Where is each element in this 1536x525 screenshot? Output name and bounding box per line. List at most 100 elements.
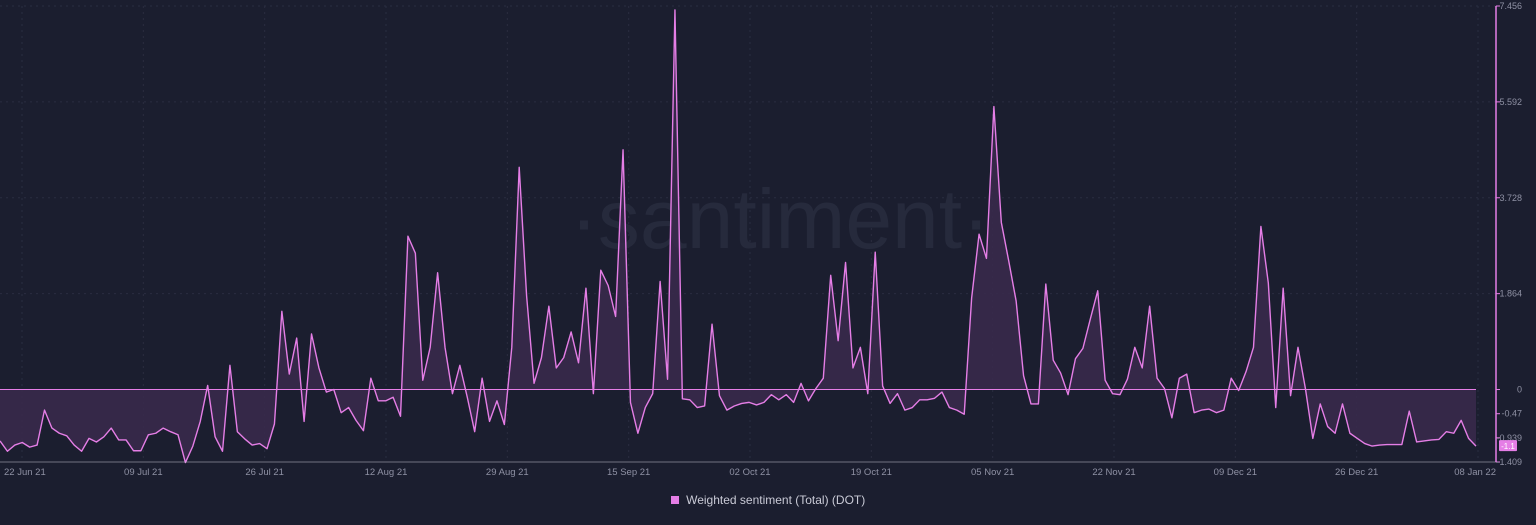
- data-point[interactable]: [1304, 387, 1307, 390]
- data-point[interactable]: [1000, 221, 1003, 224]
- data-point[interactable]: [977, 233, 980, 236]
- data-point[interactable]: [1422, 439, 1425, 442]
- data-point[interactable]: [1430, 438, 1433, 441]
- data-point[interactable]: [748, 401, 751, 404]
- data-point[interactable]: [1415, 440, 1418, 443]
- data-point[interactable]: [1022, 374, 1025, 377]
- data-point[interactable]: [87, 437, 90, 440]
- data-point[interactable]: [1378, 443, 1381, 446]
- data-point[interactable]: [607, 284, 610, 287]
- data-point[interactable]: [933, 397, 936, 400]
- data-point[interactable]: [888, 402, 891, 405]
- data-point[interactable]: [421, 379, 424, 382]
- data-point[interactable]: [21, 441, 24, 444]
- data-point[interactable]: [65, 434, 68, 437]
- data-point[interactable]: [740, 402, 743, 405]
- data-point[interactable]: [903, 408, 906, 411]
- data-point[interactable]: [488, 420, 491, 423]
- data-point[interactable]: [733, 404, 736, 407]
- data-point[interactable]: [1326, 425, 1329, 428]
- data-point[interactable]: [325, 390, 328, 393]
- data-point[interactable]: [1126, 378, 1129, 381]
- data-point[interactable]: [154, 432, 157, 435]
- data-point[interactable]: [221, 450, 224, 453]
- data-point[interactable]: [213, 435, 216, 438]
- data-point[interactable]: [710, 323, 713, 326]
- data-point[interactable]: [859, 346, 862, 349]
- data-point[interactable]: [80, 450, 83, 453]
- data-point[interactable]: [258, 442, 261, 445]
- data-point[interactable]: [926, 398, 929, 401]
- data-point[interactable]: [1096, 289, 1099, 292]
- data-point[interactable]: [1348, 432, 1351, 435]
- data-point[interactable]: [1452, 432, 1455, 435]
- data-point[interactable]: [265, 447, 268, 450]
- data-point[interactable]: [940, 390, 943, 393]
- data-point[interactable]: [1111, 392, 1114, 395]
- data-point[interactable]: [955, 408, 958, 411]
- data-point[interactable]: [814, 387, 817, 390]
- data-point[interactable]: [992, 105, 995, 108]
- data-point[interactable]: [124, 438, 127, 441]
- data-point[interactable]: [317, 366, 320, 369]
- data-point[interactable]: [822, 377, 825, 380]
- data-point[interactable]: [1289, 394, 1292, 397]
- data-point[interactable]: [310, 332, 313, 335]
- data-point[interactable]: [1007, 259, 1010, 262]
- legend[interactable]: Weighted sentiment (Total) (DOT): [0, 493, 1536, 507]
- data-point[interactable]: [384, 399, 387, 402]
- data-point[interactable]: [1037, 402, 1040, 405]
- data-point[interactable]: [1282, 287, 1285, 290]
- data-point[interactable]: [347, 406, 350, 409]
- data-point[interactable]: [132, 449, 135, 452]
- data-point[interactable]: [1237, 389, 1240, 392]
- data-point[interactable]: [874, 251, 877, 254]
- data-point[interactable]: [102, 435, 105, 438]
- data-point[interactable]: [532, 382, 535, 385]
- data-point[interactable]: [799, 382, 802, 385]
- data-point[interactable]: [162, 427, 165, 430]
- data-point[interactable]: [584, 287, 587, 290]
- data-point[interactable]: [792, 401, 795, 404]
- data-point[interactable]: [1059, 371, 1062, 374]
- data-point[interactable]: [1074, 357, 1077, 360]
- data-point[interactable]: [673, 8, 676, 11]
- data-point[interactable]: [280, 310, 283, 313]
- data-point[interactable]: [73, 443, 76, 446]
- data-point[interactable]: [807, 399, 810, 402]
- data-point[interactable]: [1319, 402, 1322, 405]
- data-point[interactable]: [43, 408, 46, 411]
- data-point[interactable]: [1170, 416, 1173, 419]
- data-point[interactable]: [666, 378, 669, 381]
- data-point[interactable]: [1104, 379, 1107, 382]
- data-point[interactable]: [414, 252, 417, 255]
- data-point[interactable]: [332, 388, 335, 391]
- data-point[interactable]: [1066, 393, 1069, 396]
- data-point[interactable]: [1400, 443, 1403, 446]
- data-point[interactable]: [95, 440, 98, 443]
- data-point[interactable]: [1029, 402, 1032, 405]
- data-point[interactable]: [354, 419, 357, 422]
- data-point[interactable]: [614, 315, 617, 318]
- data-point[interactable]: [139, 449, 142, 452]
- data-point[interactable]: [1474, 445, 1477, 448]
- data-point[interactable]: [1437, 438, 1440, 441]
- data-point[interactable]: [191, 445, 194, 448]
- data-point[interactable]: [844, 261, 847, 264]
- data-point[interactable]: [392, 396, 395, 399]
- data-point[interactable]: [473, 430, 476, 433]
- data-point[interactable]: [13, 443, 16, 446]
- data-point[interactable]: [184, 461, 187, 464]
- data-point[interactable]: [1015, 299, 1018, 302]
- data-point[interactable]: [725, 408, 728, 411]
- data-point[interactable]: [592, 392, 595, 395]
- data-point[interactable]: [429, 346, 432, 349]
- data-point[interactable]: [1118, 393, 1121, 396]
- data-point[interactable]: [777, 398, 780, 401]
- data-point[interactable]: [1393, 443, 1396, 446]
- data-point[interactable]: [295, 336, 298, 339]
- data-point[interactable]: [228, 364, 231, 367]
- data-point[interactable]: [770, 393, 773, 396]
- data-point[interactable]: [117, 438, 120, 441]
- data-point[interactable]: [28, 446, 31, 449]
